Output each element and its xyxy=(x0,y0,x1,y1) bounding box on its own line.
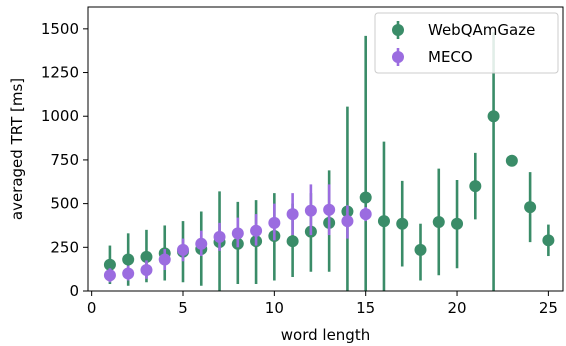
x-tick-label: 25 xyxy=(539,299,558,317)
meco-point-2 xyxy=(122,267,135,280)
legend-box xyxy=(374,12,559,74)
x-tick-label: 0 xyxy=(87,299,97,317)
meco-point-15 xyxy=(359,208,372,221)
meco-point-9 xyxy=(250,224,263,237)
meco-point-14 xyxy=(341,215,354,228)
y-tick-label: 500 xyxy=(50,195,79,213)
webqamgaze-point-17 xyxy=(396,217,409,230)
meco-point-10 xyxy=(268,216,281,229)
chart-marks xyxy=(103,32,555,291)
meco-point-4 xyxy=(158,253,171,266)
webqamgaze-point-18 xyxy=(414,243,427,256)
webqamgaze-point-3 xyxy=(140,250,153,263)
webqamgaze-point-24 xyxy=(524,201,537,214)
y-tick-label: 750 xyxy=(50,151,79,169)
legend-entry-webqamgaze: WebQAmGaze xyxy=(392,21,535,39)
meco-point-12 xyxy=(304,204,317,217)
x-axis-label: word length xyxy=(281,326,370,344)
legend-label-webqamgaze: WebQAmGaze xyxy=(428,21,535,39)
webqamgaze-point-1 xyxy=(103,258,116,271)
y-tick-label: 1250 xyxy=(41,64,79,82)
plot-frame xyxy=(87,6,564,292)
meco-point-7 xyxy=(213,230,226,243)
legend-marker-dot xyxy=(392,51,404,63)
meco-point-11 xyxy=(286,208,299,221)
meco-point-6 xyxy=(195,237,208,250)
meco-point-8 xyxy=(231,227,244,240)
legend-entry-meco: MECO xyxy=(392,48,473,66)
x-axis-ticks: 0 5 10 15 20 25 xyxy=(87,291,558,317)
x-tick-label: 15 xyxy=(356,299,375,317)
legend-marker-dot xyxy=(392,24,404,36)
webqamgaze-point-21 xyxy=(469,180,482,193)
meco-point-5 xyxy=(177,243,189,256)
webqamgaze-point-23 xyxy=(505,154,518,167)
webqamgaze-point-25 xyxy=(542,234,555,247)
webqamgaze-point-20 xyxy=(451,217,464,230)
webqamgaze-point-2 xyxy=(122,253,135,266)
y-tick-label: 1000 xyxy=(41,107,79,125)
y-axis-label: averaged TRT [ms] xyxy=(8,78,26,220)
x-tick-label: 5 xyxy=(178,299,188,317)
y-tick-label: 1500 xyxy=(41,20,79,38)
series-meco xyxy=(103,184,372,283)
y-tick-label: 250 xyxy=(50,238,79,256)
legend: WebQAmGaze MECO xyxy=(374,12,559,74)
webqamgaze-point-16 xyxy=(377,215,390,228)
webqamgaze-point-11 xyxy=(286,235,299,248)
y-axis-ticks: 0 250 500 750 1000 1250 1500 xyxy=(41,20,88,300)
meco-point-1 xyxy=(103,269,116,282)
webqamgaze-point-22 xyxy=(487,110,500,123)
x-tick-label: 20 xyxy=(447,299,466,317)
webqamgaze-point-19 xyxy=(432,215,445,228)
meco-point-3 xyxy=(140,264,153,277)
x-tick-label: 10 xyxy=(265,299,284,317)
meco-point-13 xyxy=(323,203,336,216)
legend-label-meco: MECO xyxy=(428,48,473,66)
webqamgaze-point-15 xyxy=(359,191,372,204)
y-tick-label: 0 xyxy=(69,282,79,300)
